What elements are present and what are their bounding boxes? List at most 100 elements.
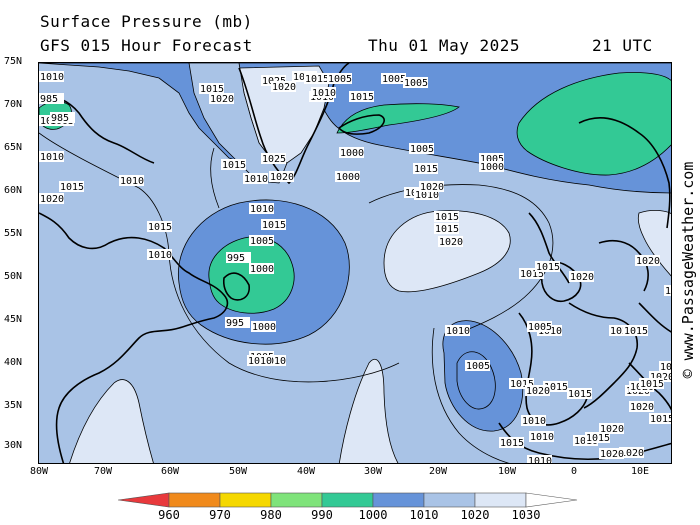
isobar-label-background — [527, 321, 552, 332]
pressure-center-value: 1005 — [466, 361, 490, 372]
isobar-label: 1020 — [270, 172, 294, 183]
legend-label: 990 — [311, 508, 333, 522]
isobar-label-background — [39, 151, 64, 162]
isobar-label: 1015 — [148, 222, 172, 233]
isobar-label-background — [639, 378, 664, 389]
isobar-label-background — [243, 173, 268, 184]
isobar-label: 1010 — [415, 190, 439, 201]
isobar-label-background — [271, 81, 296, 92]
isobar-label-background — [261, 219, 286, 230]
legend-swatch — [423, 492, 476, 508]
isobar-label-background — [269, 171, 294, 182]
latitude-label: 45N — [4, 314, 23, 325]
isobar-label: 1010 — [248, 356, 272, 367]
isobar-label: 1010 — [528, 456, 552, 464]
isobar-label: 1005 — [404, 78, 428, 89]
isobar-label-background — [311, 87, 336, 98]
latitude-label: 40N — [4, 357, 23, 368]
isobar-label-background — [535, 261, 560, 272]
latitude-label: 50N — [4, 271, 23, 282]
longitude-label: 80W — [29, 466, 49, 477]
isobar-label-background — [349, 91, 374, 102]
band-1020-1030-south — [338, 358, 399, 463]
isobar-label: 1005 — [382, 74, 406, 85]
isobar-label-background — [339, 147, 364, 158]
isobar-label-background — [147, 249, 172, 260]
legend-label: 980 — [260, 508, 282, 522]
isobar-label-background — [479, 161, 504, 172]
isobar-label-background — [249, 263, 274, 274]
isobar-label: 1015 — [586, 433, 610, 444]
pressure-center-background — [465, 360, 490, 371]
forecast-time: 21 UTC — [592, 36, 653, 55]
longitude-label: 70W — [93, 466, 113, 477]
band-1020-1030-southwest — [69, 379, 154, 463]
longitude-label: 50W — [228, 466, 248, 477]
latitude-label: 60N — [4, 185, 23, 196]
isobar-label-background — [251, 321, 276, 332]
longitude-label: 60W — [160, 466, 180, 477]
legend-swatch — [270, 492, 323, 508]
isobar-label-background — [147, 221, 172, 232]
isobar-label-background — [529, 431, 554, 442]
pressure-center-value: 995 — [227, 253, 245, 264]
longitude-label: 40W — [296, 466, 316, 477]
isobar-label-background — [434, 211, 459, 222]
isobar-label-background — [403, 77, 428, 88]
isobar-label: 1010 — [530, 432, 554, 443]
isobar-label-background — [119, 175, 144, 186]
isobar-label: 1015 — [500, 438, 524, 449]
isobar-label: 1000 — [480, 162, 504, 173]
pressure-center-background — [438, 236, 463, 247]
pressure-center-value: 1020 — [439, 237, 463, 248]
isobar-label: 1005 — [250, 236, 274, 247]
isobar-label-background — [649, 413, 671, 424]
isobar-label-background — [225, 317, 250, 328]
isobar-label-background — [304, 73, 329, 84]
isobar-label: 1020 — [420, 182, 444, 193]
isobar-label: 1015 — [650, 414, 672, 425]
isobar-label: 1015 — [665, 286, 672, 297]
legend-swatch — [168, 492, 221, 508]
isobar-label: 1010 — [148, 250, 172, 261]
longitude-label: 0 — [570, 466, 578, 477]
isobar-label: 1015 — [222, 160, 246, 171]
isobar-1015-c — [431, 327, 510, 463]
isobar-label: 1020 — [610, 326, 634, 337]
isobar-label-background — [221, 159, 246, 170]
isobar-label-background — [569, 271, 594, 282]
isobar-label: 1015 — [640, 379, 664, 390]
isobar-label: 1010 — [244, 174, 268, 185]
isobar-label-background — [419, 181, 444, 192]
isobar-label: 1015 — [536, 262, 560, 273]
isobar-label: 1010 — [120, 176, 144, 187]
isobar-label: 1000 — [250, 264, 274, 275]
legend-label: 960 — [158, 508, 180, 522]
isobar-label-background — [249, 203, 274, 214]
isobar-label: 1015 — [568, 389, 592, 400]
isobar-label-background — [39, 93, 64, 104]
band-1020-1030-midatlantic — [383, 210, 511, 293]
isobar-label: 1015 — [305, 74, 329, 85]
site-credit[interactable]: © www.PassageWeather.com — [679, 161, 697, 379]
isobar-label: 1015 — [435, 224, 459, 235]
isobar-label-background — [434, 223, 459, 234]
band-990-1000-northeast — [516, 72, 671, 176]
isobar-label-background — [335, 171, 360, 182]
isobar-label: 1005 — [528, 322, 552, 333]
forecast-date: Thu 01 May 2025 — [368, 36, 520, 55]
isobar-label: 1010 — [250, 204, 274, 215]
isobar-label-background — [39, 193, 64, 204]
isobar-label-background — [414, 189, 439, 200]
pressure-legend — [118, 492, 578, 508]
isobar-label-background — [519, 268, 544, 279]
isobar-label: 1010 — [262, 356, 286, 367]
isobar-label: 1015 — [350, 92, 374, 103]
band-990-1000-iceland — [336, 103, 460, 134]
isobar-1010-d — [210, 147, 220, 209]
isobar-label: 1020 — [600, 449, 624, 460]
isobar-label: 1000 — [340, 148, 364, 159]
latitude-label: 70N — [4, 99, 23, 110]
legend-label: 1030 — [511, 508, 541, 522]
isobar-label-background — [445, 325, 470, 336]
